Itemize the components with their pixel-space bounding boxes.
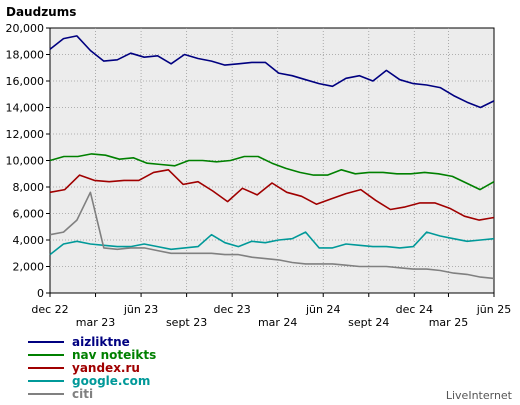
legend-label: aizliktne: [72, 335, 130, 349]
legend-label: yandex.ru: [72, 361, 140, 375]
y-tick-label: 12,000: [6, 128, 45, 141]
chart-title: Daudzums: [6, 5, 76, 19]
legend-label: google.com: [72, 374, 150, 388]
x-tick-label: mar 24: [258, 316, 297, 329]
watermark: LiveInternet: [446, 389, 513, 402]
x-tick-label: dec 23: [214, 303, 251, 316]
y-tick-label: 6,000: [13, 208, 45, 221]
x-tick-label: jūn 24: [305, 303, 341, 316]
x-axis-ticks: dec 22 mar 23 jūn 23 sept 23 dec 23 mar 24 jūn…: [31, 293, 511, 329]
x-tick-label: dec 24: [396, 303, 433, 316]
y-tick-label: 20,000: [6, 22, 45, 35]
series-line-2: [49, 153, 495, 191]
series-line-1: [49, 35, 495, 109]
x-tick-label: sept 24: [348, 316, 389, 329]
y-tick-label: 2,000: [13, 261, 45, 274]
x-tick-label: mar 25: [429, 316, 468, 329]
y-tick-label: 8,000: [13, 181, 45, 194]
y-tick-label: 10,000: [6, 155, 45, 168]
series-line-4: [49, 231, 495, 256]
y-tick-label: 16,000: [6, 75, 45, 88]
y-tick-label: 4,000: [13, 234, 45, 247]
y-tick-label: 14,000: [6, 102, 45, 115]
series-line-5: [49, 191, 495, 280]
y-tick-label: 0: [37, 287, 44, 300]
y-tick-label: 18,000: [6, 49, 45, 62]
x-tick-label: dec 22: [31, 303, 68, 316]
x-tick-label: mar 23: [76, 316, 115, 329]
legend-label: nav noteikts: [72, 348, 156, 362]
x-tick-label: jūn 25: [476, 303, 512, 316]
x-tick-label: jūn 23: [123, 303, 159, 316]
legend-label: citi: [72, 387, 93, 401]
x-tick-label: sept 23: [166, 316, 207, 329]
y-axis-ticks: 0 2,000 4,000 6,000 8,000 10,000 12,000 14,000 1…: [6, 22, 50, 300]
series-line-3: [49, 169, 495, 221]
series-lines: [49, 35, 495, 280]
